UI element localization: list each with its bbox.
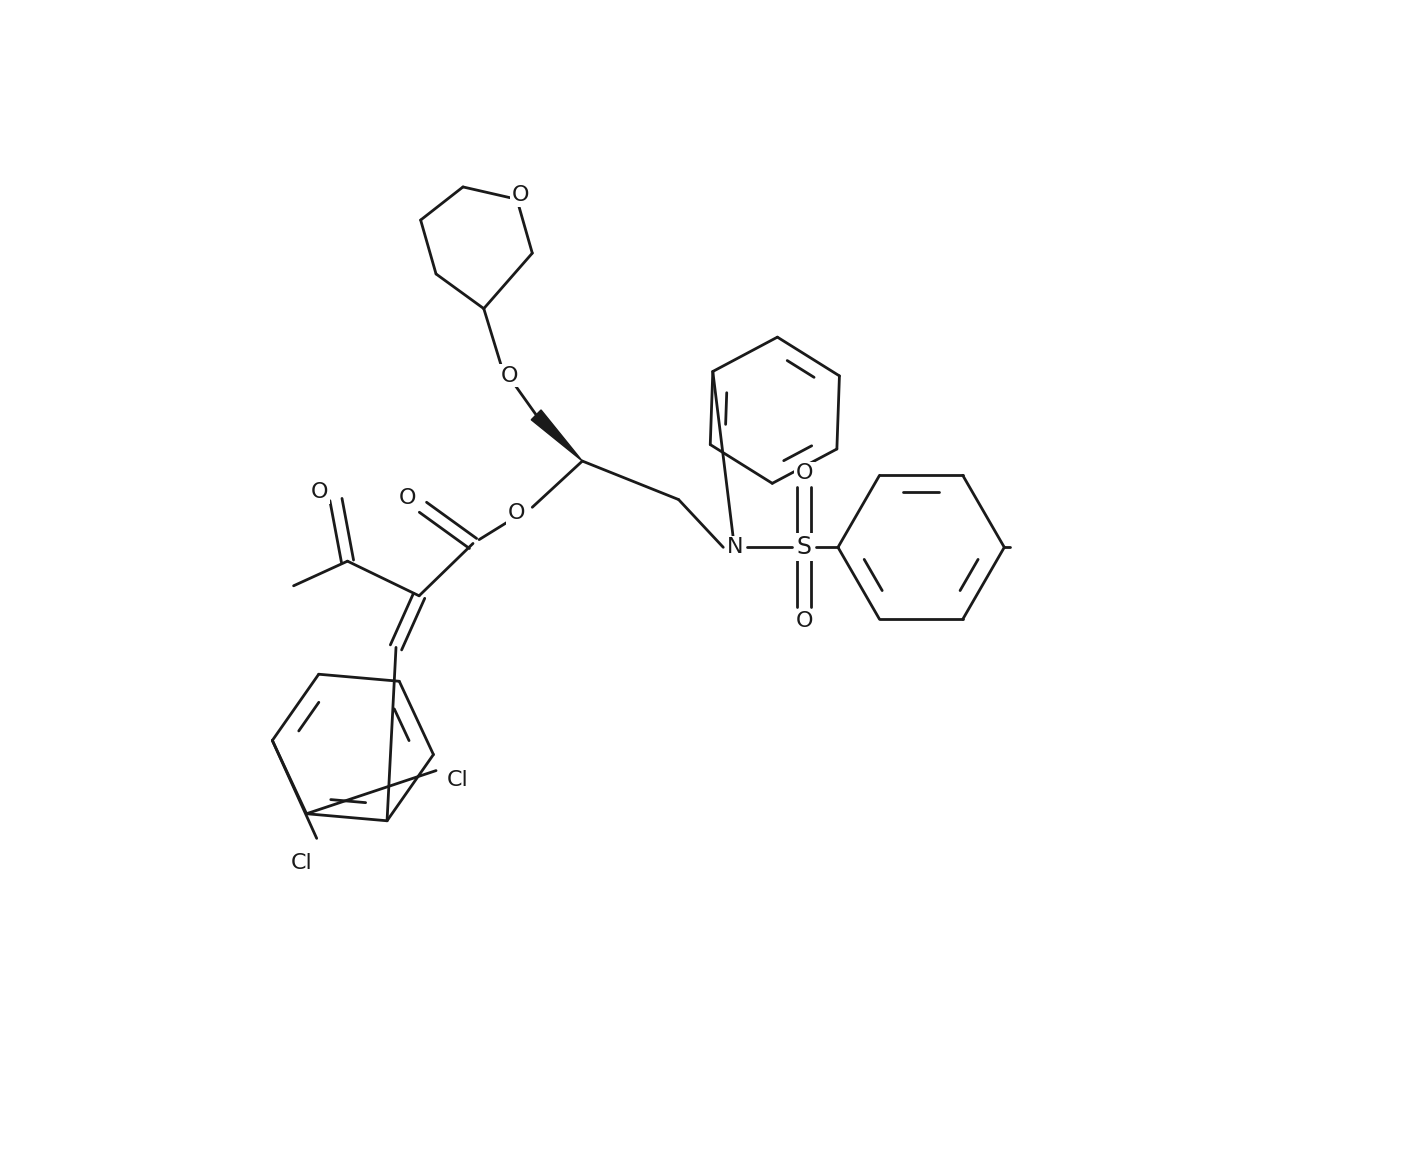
Text: O: O — [795, 611, 813, 631]
Text: O: O — [512, 186, 529, 205]
Text: N: N — [726, 537, 743, 557]
Text: O: O — [508, 503, 525, 523]
Text: Cl: Cl — [291, 853, 313, 873]
Polygon shape — [531, 409, 582, 461]
Text: O: O — [795, 463, 813, 484]
Text: S: S — [796, 535, 812, 559]
Text: Cl: Cl — [447, 770, 468, 790]
Text: O: O — [398, 488, 417, 508]
Text: O: O — [310, 481, 328, 502]
Text: O: O — [501, 365, 518, 385]
